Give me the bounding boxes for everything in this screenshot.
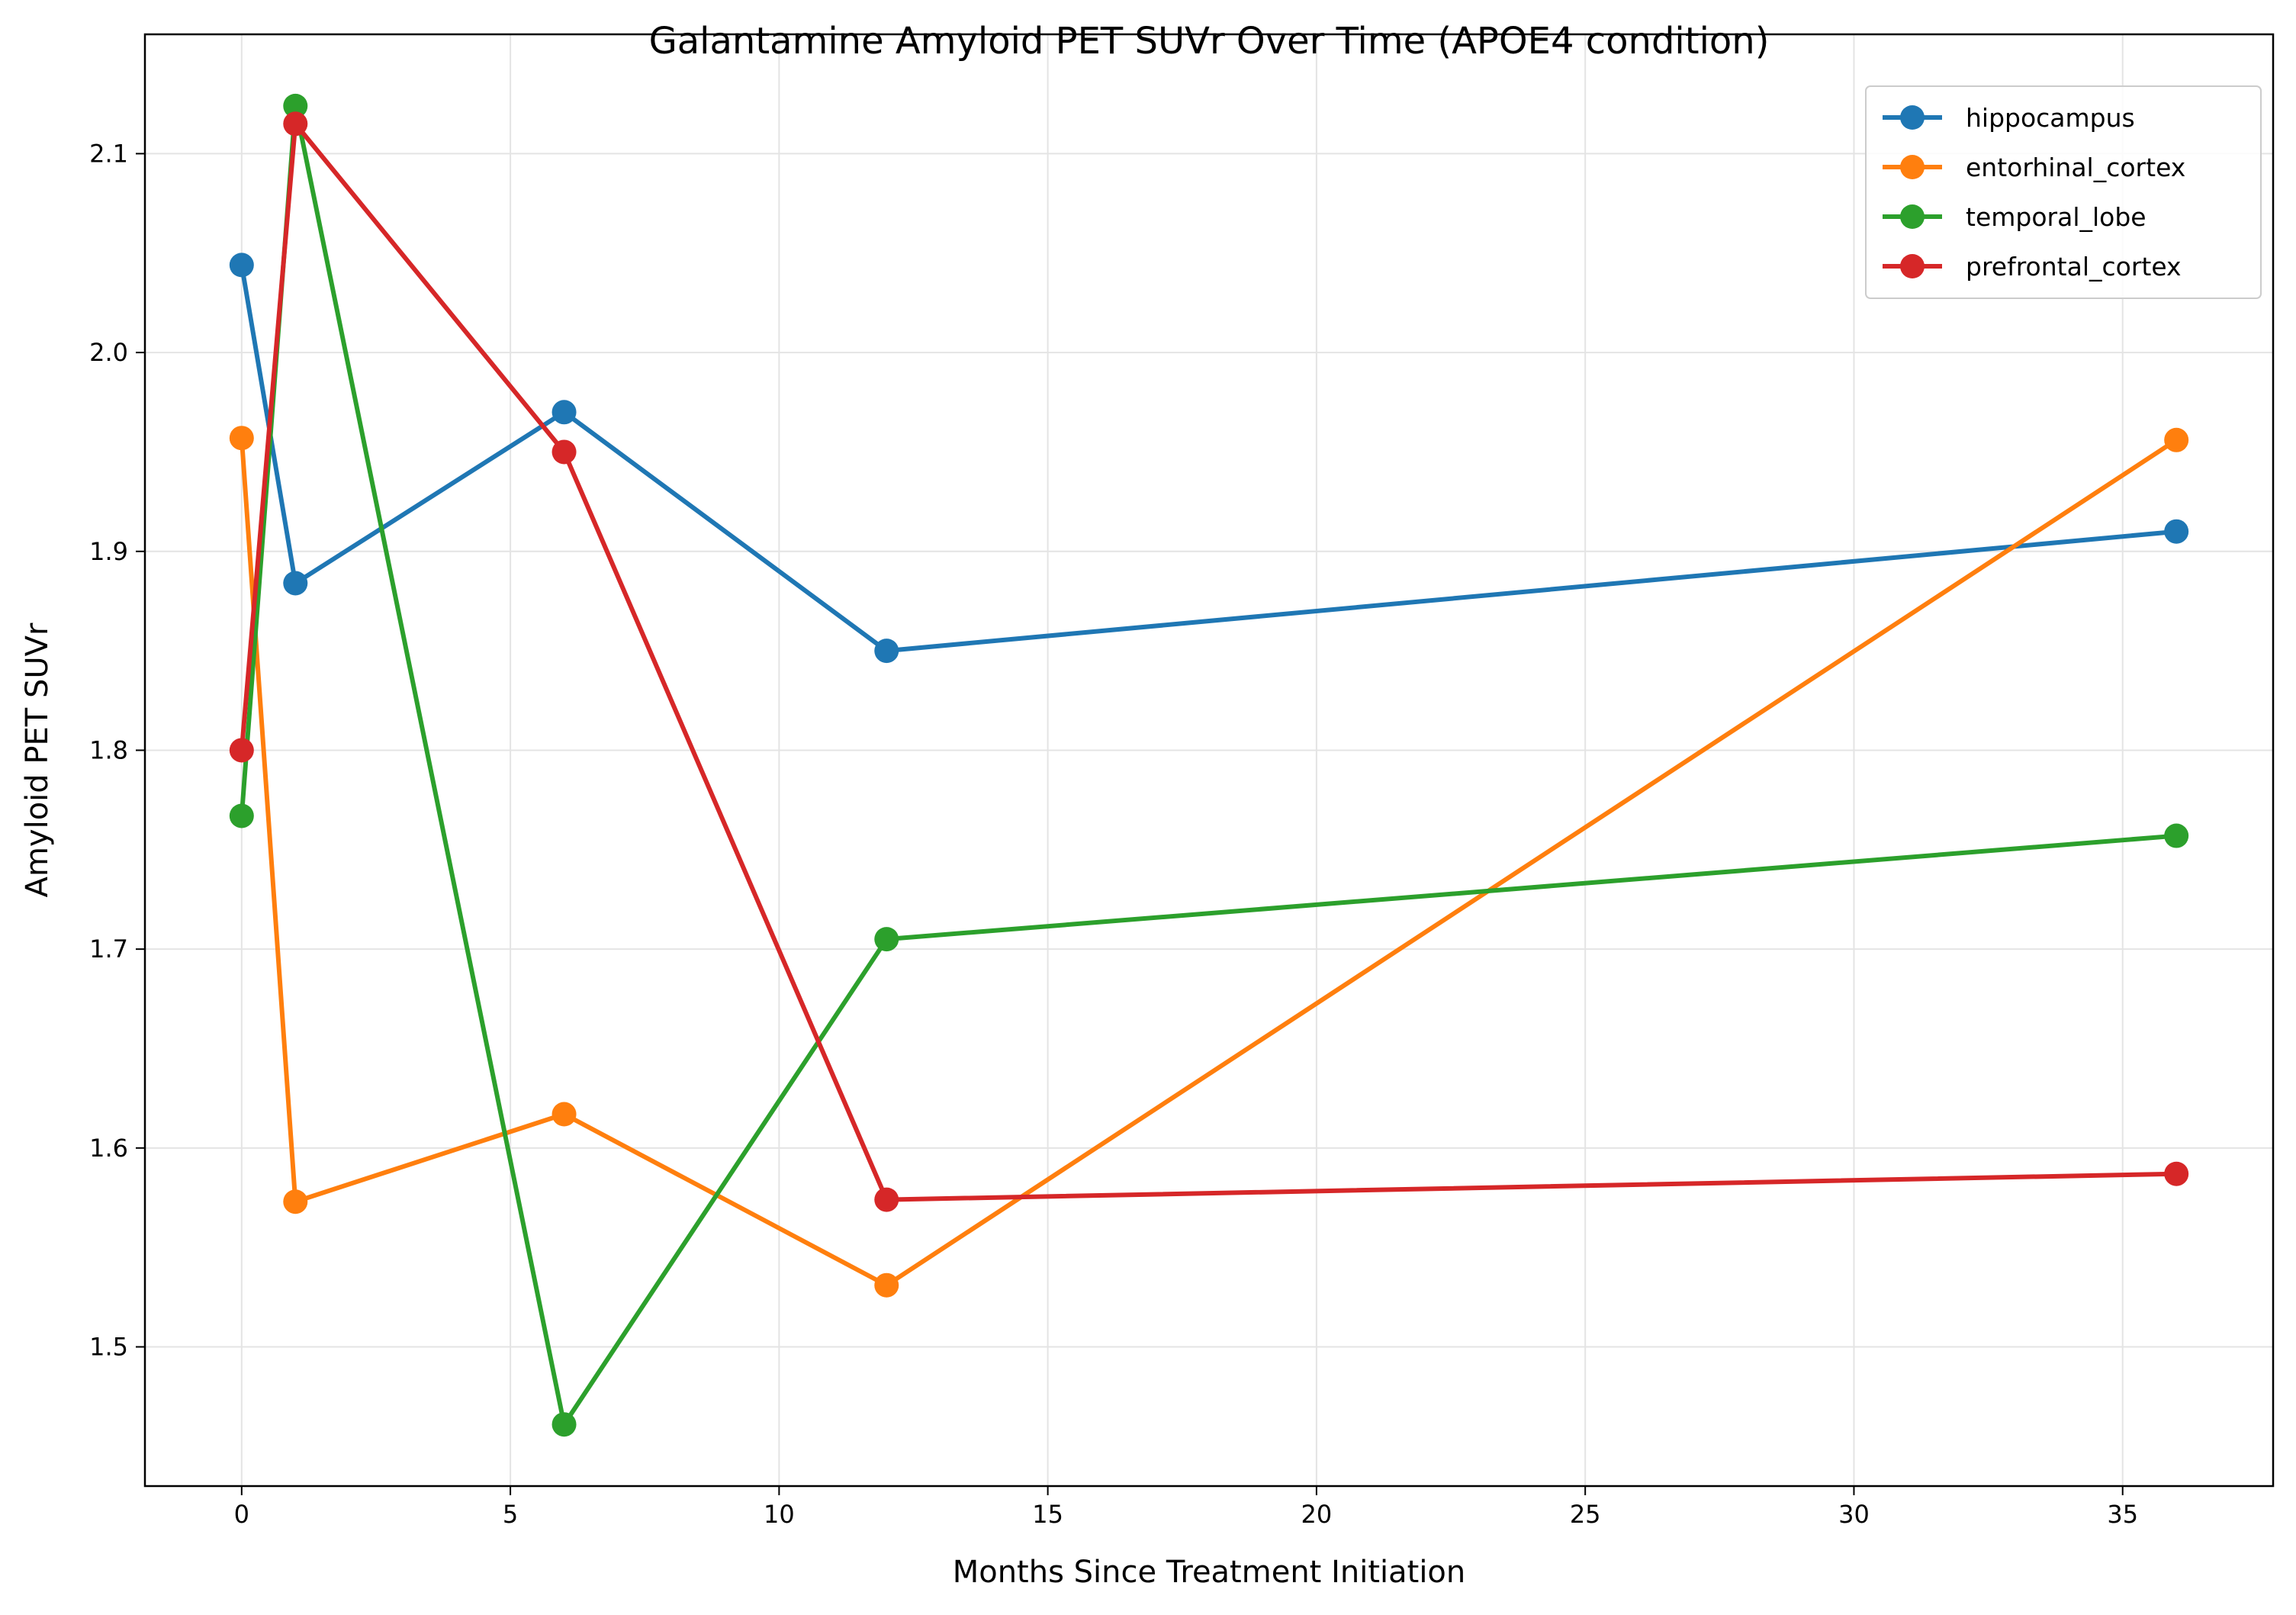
data-point (551, 1102, 577, 1127)
data-point (2164, 1161, 2189, 1186)
x-tick-label: 25 (1570, 1500, 1601, 1529)
data-point (283, 571, 308, 596)
legend-label: hippocampus (1966, 103, 2135, 133)
y-tick-label: 1.9 (89, 537, 128, 566)
data-point (229, 253, 254, 278)
legend: hippocampus entorhinal_cortex temporal_lob… (1865, 85, 2262, 299)
data-point (229, 426, 254, 451)
data-point (874, 927, 899, 952)
data-point (2164, 823, 2189, 848)
data-point (551, 439, 577, 465)
data-point (229, 738, 254, 763)
x-axis-ticks: 0 5 10 15 20 25 30 35 (234, 1486, 2138, 1529)
legend-item: prefrontal_cortex (1883, 252, 2182, 281)
x-tick-label: 5 (503, 1500, 518, 1529)
legend-item: hippocampus (1883, 103, 2135, 133)
series-layer (229, 93, 2189, 1437)
series-hippocampus (229, 253, 2189, 664)
plot-frame (143, 33, 2275, 1488)
data-point (283, 111, 308, 137)
data-point (229, 803, 254, 828)
x-tick-label: 10 (764, 1500, 795, 1529)
series-entorhinal_cortex (229, 426, 2189, 1298)
x-tick-label: 0 (234, 1500, 249, 1529)
y-axis-ticks: 1.5 1.6 1.7 1.8 1.9 2.0 2.1 (89, 139, 145, 1362)
x-tick-label: 30 (1838, 1500, 1870, 1529)
data-point (2164, 427, 2189, 452)
y-tick-label: 1.8 (89, 735, 128, 764)
x-tick-label: 35 (2107, 1500, 2138, 1529)
y-tick-label: 1.7 (89, 935, 128, 964)
x-axis-label: Months Since Treatment Initiation (953, 1555, 1466, 1590)
data-point (874, 1272, 899, 1298)
legend-box (1865, 85, 2262, 299)
data-point (283, 93, 308, 118)
legend-item: temporal_lobe (1883, 202, 2146, 232)
legend-label: temporal_lobe (1966, 202, 2146, 232)
legend-marker (1900, 254, 1925, 278)
series-prefrontal_cortex (229, 111, 2189, 1212)
legend-label: prefrontal_cortex (1966, 252, 2182, 281)
y-axis-label: Amyloid PET SUVr (20, 623, 55, 897)
legend-marker (1900, 155, 1925, 179)
x-tick-label: 20 (1301, 1500, 1333, 1529)
y-tick-label: 2.0 (89, 338, 128, 367)
chart-title: Galantamine Amyloid PET SUVr Over Time (… (649, 20, 1770, 63)
data-point (2164, 519, 2189, 544)
data-point (874, 1187, 899, 1212)
y-tick-label: 2.1 (89, 139, 128, 168)
data-point (874, 639, 899, 664)
legend-label: entorhinal_cortex (1966, 153, 2185, 182)
x-tick-label: 15 (1032, 1500, 1063, 1529)
y-tick-label: 1.6 (89, 1134, 128, 1163)
y-tick-label: 1.5 (89, 1333, 128, 1362)
data-point (551, 1412, 577, 1437)
legend-marker (1900, 204, 1925, 229)
legend-item: entorhinal_cortex (1883, 153, 2185, 182)
data-point (551, 400, 577, 425)
legend-marker (1900, 105, 1925, 130)
data-point (283, 1189, 308, 1214)
